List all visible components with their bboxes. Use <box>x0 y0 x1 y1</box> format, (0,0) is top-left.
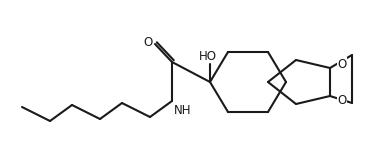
Text: O: O <box>337 94 347 106</box>
Text: HO: HO <box>199 49 217 63</box>
Text: O: O <box>337 58 347 70</box>
Text: O: O <box>143 36 153 49</box>
Text: NH: NH <box>174 103 192 116</box>
